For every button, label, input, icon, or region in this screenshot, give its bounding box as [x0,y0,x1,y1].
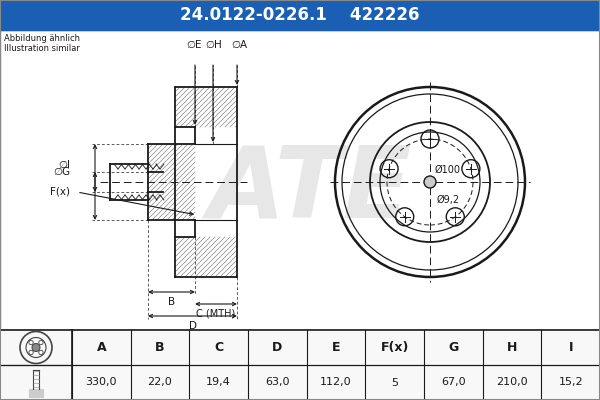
Text: Abbildung ähnlich: Abbildung ähnlich [4,34,80,43]
Text: C: C [214,341,223,354]
Bar [0,30,600,330]
Bar [0,0,600,30]
Bar [0,330,600,400]
Text: I: I [568,341,573,354]
Bar [29,388,43,396]
Text: 19,4: 19,4 [206,378,231,388]
Text: 210,0: 210,0 [496,378,528,388]
Text: E: E [332,341,340,354]
Text: B: B [155,341,165,354]
Text: F(x): F(x) [50,187,70,197]
Text: F(x): F(x) [380,341,409,354]
Text: 15,2: 15,2 [559,378,583,388]
Circle shape [424,176,436,188]
Text: 330,0: 330,0 [86,378,117,388]
Text: ∅A: ∅A [231,40,247,50]
Text: ∅G: ∅G [53,167,70,177]
Text: ∅I: ∅I [58,160,70,170]
Text: 5: 5 [391,378,398,388]
Text: ∅H: ∅H [206,40,223,50]
Text: B: B [168,297,175,307]
Text: 24.0122-0226.1    422226: 24.0122-0226.1 422226 [180,6,420,24]
Text: Ø100: Ø100 [435,165,461,175]
Text: D: D [188,321,197,331]
Text: 112,0: 112,0 [320,378,352,388]
Text: H: H [507,341,517,354]
Text: ATE: ATE [208,142,412,238]
Text: 63,0: 63,0 [265,378,290,388]
Text: 22,0: 22,0 [148,378,172,388]
Text: ∅E: ∅E [186,40,202,50]
Text: G: G [448,341,458,354]
Text: Ø9,2: Ø9,2 [437,195,460,205]
Text: A: A [97,341,106,354]
Text: Illustration similar: Illustration similar [4,44,80,53]
Text: 67,0: 67,0 [441,378,466,388]
Circle shape [32,344,40,352]
Text: D: D [272,341,283,354]
Text: C (MTH): C (MTH) [196,309,236,319]
